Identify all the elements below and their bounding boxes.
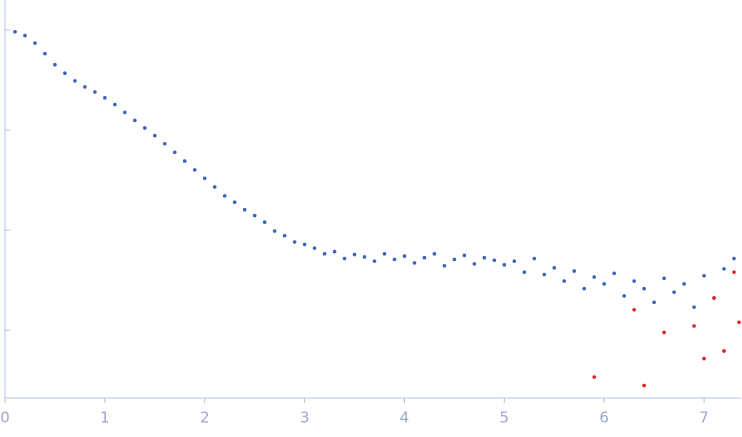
data-point — [222, 194, 227, 198]
data-point — [162, 141, 167, 146]
data-point — [432, 251, 437, 256]
data-point — [123, 110, 127, 115]
data-point — [33, 41, 37, 45]
data-point — [182, 159, 187, 163]
data-point — [672, 290, 676, 294]
data-point — [262, 220, 267, 225]
data-point — [702, 356, 706, 361]
data-point — [212, 185, 217, 189]
data-point — [642, 383, 646, 388]
data-point — [272, 229, 277, 233]
data-point — [143, 126, 147, 130]
data-point — [522, 270, 527, 274]
data-point — [93, 90, 97, 94]
data-point — [592, 375, 596, 379]
data-point — [402, 254, 407, 258]
data-point — [442, 264, 447, 268]
data-point — [682, 282, 686, 286]
data-point — [332, 249, 337, 254]
data-point — [73, 79, 77, 83]
data-point — [13, 29, 17, 34]
data-point — [422, 255, 427, 260]
data-point — [282, 233, 287, 238]
data-point — [83, 85, 87, 89]
x-tick-label: 4 — [400, 409, 410, 427]
data-point — [192, 168, 197, 172]
x-tick-label: 0 — [0, 409, 10, 427]
data-point — [462, 253, 467, 258]
data-point — [492, 258, 497, 263]
data-point — [372, 259, 377, 263]
data-point — [23, 33, 27, 38]
data-point — [602, 282, 606, 286]
data-point — [502, 263, 507, 267]
data-point — [642, 286, 646, 291]
data-point — [562, 279, 567, 283]
data-point — [737, 320, 741, 325]
data-point — [152, 133, 157, 138]
data-point — [482, 255, 487, 260]
data-point — [692, 305, 696, 309]
data-point — [692, 324, 696, 328]
data-point — [532, 256, 537, 261]
data-point — [652, 300, 656, 305]
data-point — [632, 307, 636, 312]
data-point — [392, 257, 397, 262]
data-point — [542, 272, 547, 277]
data-point — [732, 270, 736, 274]
data-point — [43, 51, 47, 56]
x-tick-label: 5 — [500, 409, 510, 427]
data-point — [103, 96, 107, 100]
data-point — [412, 261, 417, 265]
data-point — [322, 251, 327, 256]
data-point — [712, 296, 716, 300]
data-point — [352, 252, 357, 257]
data-point — [382, 251, 387, 256]
data-point — [592, 275, 596, 279]
data-point — [202, 176, 207, 181]
x-tick-label: 3 — [300, 409, 310, 427]
x-tick-label: 1 — [100, 409, 110, 427]
data-point — [452, 257, 457, 262]
data-point — [722, 349, 726, 353]
data-point — [113, 102, 117, 107]
data-point — [572, 269, 577, 273]
data-point — [312, 246, 317, 250]
data-point — [582, 286, 587, 291]
data-point — [172, 150, 177, 155]
data-point — [362, 255, 367, 259]
data-point — [342, 256, 347, 261]
data-point — [53, 62, 57, 67]
data-point — [702, 273, 706, 278]
data-point — [552, 266, 557, 270]
data-point — [612, 271, 616, 276]
data-point — [232, 200, 237, 205]
x-tick-label: 6 — [599, 409, 609, 427]
data-point — [622, 294, 626, 298]
data-point — [302, 242, 307, 247]
data-point — [292, 240, 297, 244]
data-point — [133, 118, 137, 123]
data-point — [472, 262, 477, 266]
x-tick-label: 2 — [200, 409, 210, 427]
data-point — [512, 259, 517, 263]
data-point — [732, 256, 736, 261]
data-point — [662, 276, 666, 281]
data-point — [252, 213, 257, 218]
x-tick-label: 7 — [699, 409, 709, 427]
data-point — [722, 267, 726, 271]
data-point — [63, 71, 67, 76]
data-point — [662, 330, 666, 335]
data-point — [632, 279, 636, 283]
data-point — [242, 207, 247, 212]
